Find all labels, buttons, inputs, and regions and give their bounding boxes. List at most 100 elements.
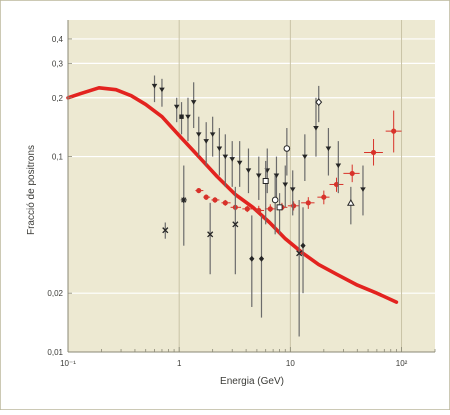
black-data-point [185, 97, 191, 142]
square-open-marker [276, 204, 283, 211]
diamond-open-marker [315, 98, 323, 107]
diamond-marker [300, 242, 306, 249]
square-open-marker [262, 178, 269, 185]
triangle-down-marker [185, 114, 191, 120]
black-data-point [190, 82, 197, 129]
black-data-point [216, 128, 223, 176]
triangle-down-marker [195, 132, 202, 137]
y-tick-label: 0,02 [47, 289, 63, 298]
black-data-point [229, 141, 236, 187]
black-data-point [282, 165, 289, 208]
black-data-point [249, 215, 255, 307]
red-marker [222, 200, 228, 206]
triangle-down-marker [190, 100, 197, 105]
diamond-marker [258, 255, 265, 262]
black-data-point [245, 148, 252, 194]
red-data-point [343, 164, 360, 183]
triangle-down-marker [209, 132, 216, 137]
x-marker [162, 227, 169, 234]
triangle-down-marker [360, 187, 366, 192]
red-marker [244, 206, 250, 212]
triangle-down-marker [325, 146, 332, 152]
y-tick-label: 0,01 [47, 348, 63, 357]
x-axis-label: Energia (GeV) [220, 376, 284, 387]
black-data-point [159, 78, 165, 107]
triangle-down-marker [245, 168, 252, 173]
triangle-down-marker [216, 146, 223, 152]
x-marker [232, 221, 239, 228]
square-marker [179, 114, 184, 119]
triangle-down-marker [273, 173, 280, 179]
red-data-point [364, 139, 383, 166]
x-tick-label: 10 [286, 359, 295, 368]
red-marker [370, 149, 377, 156]
triangle-down-marker [173, 104, 180, 110]
triangle-down-marker [289, 187, 296, 192]
red-data-point [317, 190, 330, 205]
black-data-point [203, 122, 209, 166]
black-data-point [276, 193, 283, 235]
x-marker [296, 250, 303, 257]
black-data-point [283, 128, 291, 176]
red-data-point [242, 205, 253, 213]
red-marker [267, 206, 273, 212]
triangle-down-marker [236, 160, 243, 166]
triangle-down-marker [313, 126, 319, 131]
black-data-point [262, 160, 269, 225]
red-data-point [195, 187, 204, 194]
y-tick-label: 0,3 [52, 59, 64, 68]
red-data-point [203, 194, 211, 200]
black-data-point [313, 97, 319, 157]
red-marker [305, 200, 311, 206]
black-data-point [209, 116, 216, 157]
black-data-point [273, 156, 280, 200]
red-marker [256, 207, 262, 214]
black-data-point [315, 85, 323, 123]
x-marker [207, 231, 214, 238]
red-marker [291, 203, 297, 209]
black-data-point [360, 165, 366, 216]
red-data-point [301, 197, 315, 209]
red-data-point [264, 204, 276, 213]
red-data-point [221, 199, 231, 206]
black-data-point [207, 202, 214, 275]
triangle-down-marker [255, 173, 262, 179]
black-data-point [300, 207, 306, 294]
diamond-marker [249, 255, 255, 262]
y-tick-label: 0,1 [52, 153, 64, 162]
black-data-point [151, 75, 158, 103]
model-curve-line [66, 86, 399, 304]
black-data-point [255, 156, 262, 200]
black-data-point [232, 186, 239, 275]
triangle-down-marker [229, 157, 236, 162]
red-data-point [253, 205, 265, 214]
red-data-point [385, 110, 402, 153]
red-marker [212, 197, 218, 203]
y-tick-label: 0,2 [52, 94, 64, 103]
x-tick-label: 10² [396, 359, 408, 368]
black-data-point [335, 141, 342, 194]
y-tick-label: 0,4 [52, 35, 64, 44]
black-data-point [162, 222, 169, 239]
triangle-down-marker [222, 154, 229, 160]
black-data-point [271, 175, 279, 235]
black-data-point [173, 97, 180, 123]
triangle-up-open-marker [346, 199, 355, 206]
triangle-down-marker [159, 87, 165, 93]
x-tick-label: 1 [177, 359, 182, 368]
black-data-point [180, 165, 187, 246]
circle-open-marker [271, 196, 279, 204]
red-marker [196, 187, 202, 194]
black-data-point [346, 186, 355, 225]
black-data-point [222, 134, 229, 187]
triangle-down-marker [151, 83, 158, 89]
black-data-point [296, 199, 303, 337]
black-data-point [289, 170, 296, 216]
x-tick-label: 10⁻¹ [60, 359, 76, 368]
triangle-down-marker [335, 163, 342, 169]
black-data-point [258, 215, 265, 318]
red-marker [203, 194, 209, 200]
triangle-down-marker [302, 154, 308, 160]
